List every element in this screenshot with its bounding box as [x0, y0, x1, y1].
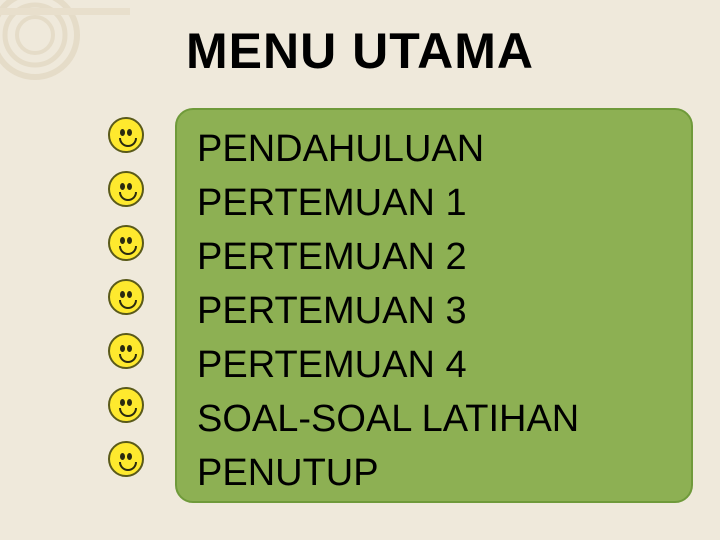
- smiley-icon: [108, 333, 144, 369]
- menu-item[interactable]: PERTEMUAN 1: [197, 176, 691, 230]
- smiley-icon: [108, 387, 144, 423]
- smiley-icon: [108, 279, 144, 315]
- menu-item[interactable]: PENDAHULUAN: [197, 122, 691, 176]
- bullet-column: [108, 117, 144, 495]
- menu-item[interactable]: SOAL-SOAL LATIHAN: [197, 392, 691, 446]
- menu-box: PENDAHULUANPERTEMUAN 1PERTEMUAN 2PERTEMU…: [175, 108, 693, 503]
- smiley-icon: [108, 171, 144, 207]
- menu-item[interactable]: PERTEMUAN 2: [197, 230, 691, 284]
- smiley-icon: [108, 225, 144, 261]
- page-title: MENU UTAMA: [0, 22, 720, 80]
- smiley-icon: [108, 441, 144, 477]
- menu-item[interactable]: PERTEMUAN 4: [197, 338, 691, 392]
- menu-item[interactable]: PENUTUP: [197, 446, 691, 500]
- smiley-icon: [108, 117, 144, 153]
- menu-item[interactable]: PERTEMUAN 3: [197, 284, 691, 338]
